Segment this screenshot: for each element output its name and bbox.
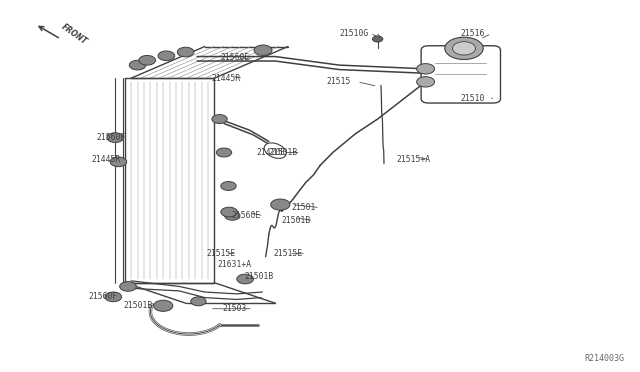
- Text: 21515E: 21515E: [274, 249, 303, 258]
- Circle shape: [212, 115, 227, 124]
- Text: 21501B: 21501B: [244, 272, 274, 280]
- Circle shape: [372, 36, 383, 42]
- Circle shape: [445, 37, 483, 60]
- Circle shape: [237, 274, 253, 284]
- Text: R214003G: R214003G: [584, 354, 624, 363]
- Circle shape: [110, 157, 127, 167]
- Text: 21560E: 21560E: [221, 53, 250, 62]
- Circle shape: [139, 55, 156, 65]
- Circle shape: [158, 51, 175, 61]
- Text: 21501B: 21501B: [282, 216, 311, 225]
- Ellipse shape: [264, 143, 286, 158]
- Circle shape: [191, 297, 206, 306]
- Circle shape: [177, 47, 194, 57]
- Circle shape: [221, 182, 236, 190]
- Circle shape: [154, 300, 173, 311]
- Text: 21510: 21510: [461, 94, 485, 103]
- Text: 21515E: 21515E: [206, 249, 236, 258]
- Text: 21501B: 21501B: [124, 301, 153, 310]
- Circle shape: [129, 60, 146, 70]
- Text: 21560E: 21560E: [232, 211, 261, 220]
- Circle shape: [417, 77, 435, 87]
- Circle shape: [225, 211, 240, 220]
- Circle shape: [221, 207, 237, 217]
- Circle shape: [271, 199, 290, 210]
- Circle shape: [254, 45, 272, 55]
- Text: FRONT: FRONT: [60, 22, 89, 46]
- Text: 21515: 21515: [326, 77, 351, 86]
- Text: 21515+A: 21515+A: [397, 155, 431, 164]
- Circle shape: [417, 64, 435, 74]
- Text: 21631+A: 21631+A: [218, 260, 252, 269]
- Text: 21560F: 21560F: [88, 292, 118, 301]
- Circle shape: [105, 292, 122, 302]
- Circle shape: [120, 282, 136, 291]
- Text: 21501B: 21501B: [269, 148, 298, 157]
- Text: 21503: 21503: [223, 304, 247, 313]
- Circle shape: [452, 42, 476, 55]
- Text: 21516: 21516: [461, 29, 485, 38]
- Circle shape: [107, 133, 124, 142]
- Text: 21445R: 21445R: [92, 155, 121, 164]
- Text: 21510G: 21510G: [339, 29, 369, 38]
- Text: 21560F: 21560F: [96, 133, 125, 142]
- Text: 21420E: 21420E: [256, 148, 285, 157]
- FancyBboxPatch shape: [421, 46, 500, 103]
- Circle shape: [216, 148, 232, 157]
- Text: 21445R: 21445R: [211, 74, 241, 83]
- Text: 21501: 21501: [292, 203, 316, 212]
